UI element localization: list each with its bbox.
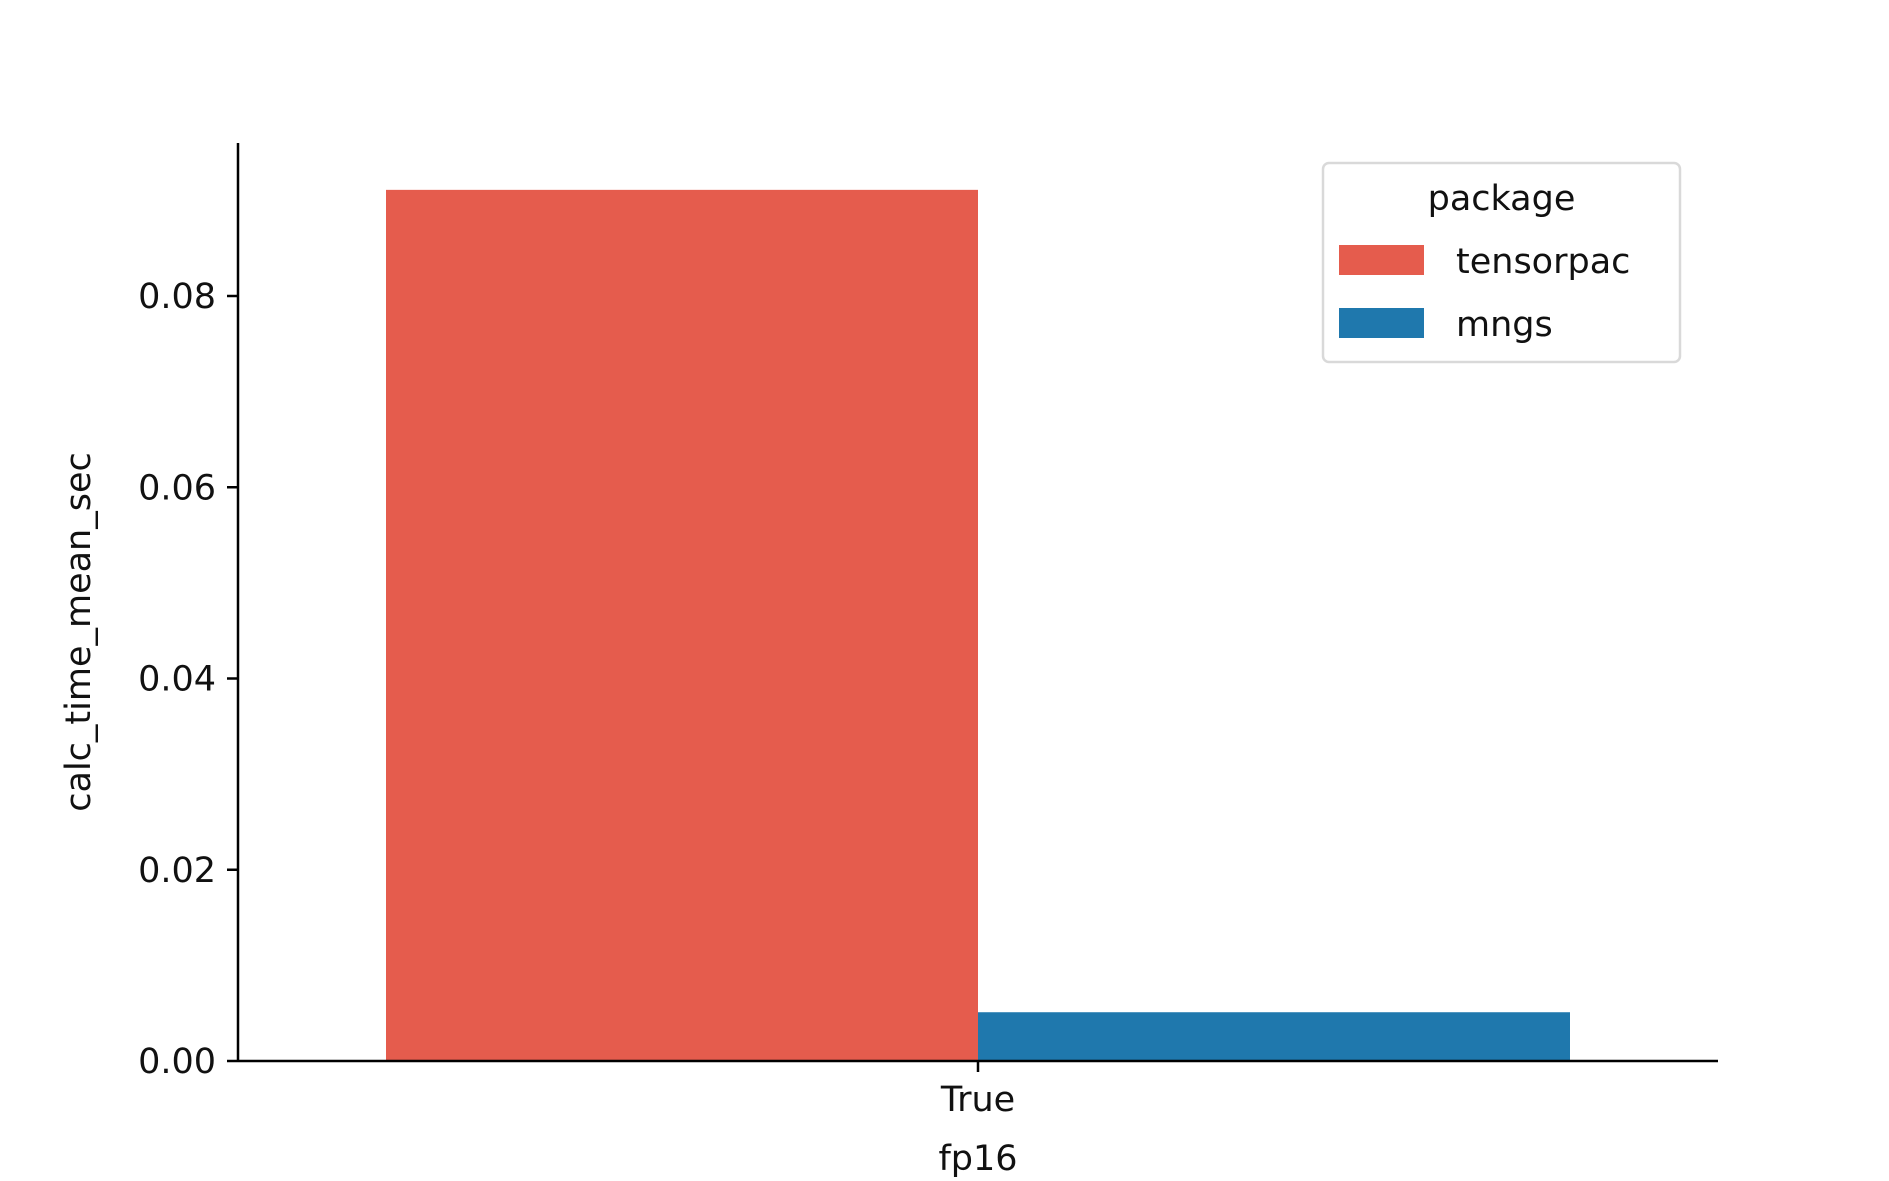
- x-tick-label: True: [940, 1080, 1015, 1120]
- y-tick-label: 0.02: [138, 851, 216, 891]
- x-axis-label: fp16: [938, 1139, 1017, 1179]
- y-axis-ticks: 0.00 0.02 0.04 0.06 0.08: [138, 277, 238, 1082]
- legend-label-tensorpac: tensorpac: [1456, 242, 1630, 282]
- bars-group: [386, 189, 1570, 1061]
- x-axis-ticks: True: [940, 1061, 1015, 1120]
- legend-title: package: [1428, 179, 1576, 219]
- bar-mngs-true: [978, 1012, 1570, 1061]
- legend-items: tensorpac mngs: [1339, 242, 1630, 345]
- legend-swatch-mngs: [1339, 308, 1424, 338]
- legend: package tensorpac mngs: [1321, 161, 1682, 364]
- legend-label-mngs: mngs: [1456, 305, 1553, 345]
- y-tick-label: 0.06: [138, 468, 216, 508]
- y-axis-label: calc_time_mean_sec: [59, 452, 99, 812]
- plot-area: 0.00 0.02 0.04 0.06 0.08 True: [138, 143, 1718, 1120]
- bar-tensorpac-true: [386, 189, 978, 1061]
- y-tick-label: 0.00: [138, 1042, 216, 1082]
- legend-swatch-tensorpac: [1339, 245, 1424, 275]
- y-tick-label: 0.08: [138, 277, 216, 317]
- y-tick-label: 0.04: [138, 660, 216, 700]
